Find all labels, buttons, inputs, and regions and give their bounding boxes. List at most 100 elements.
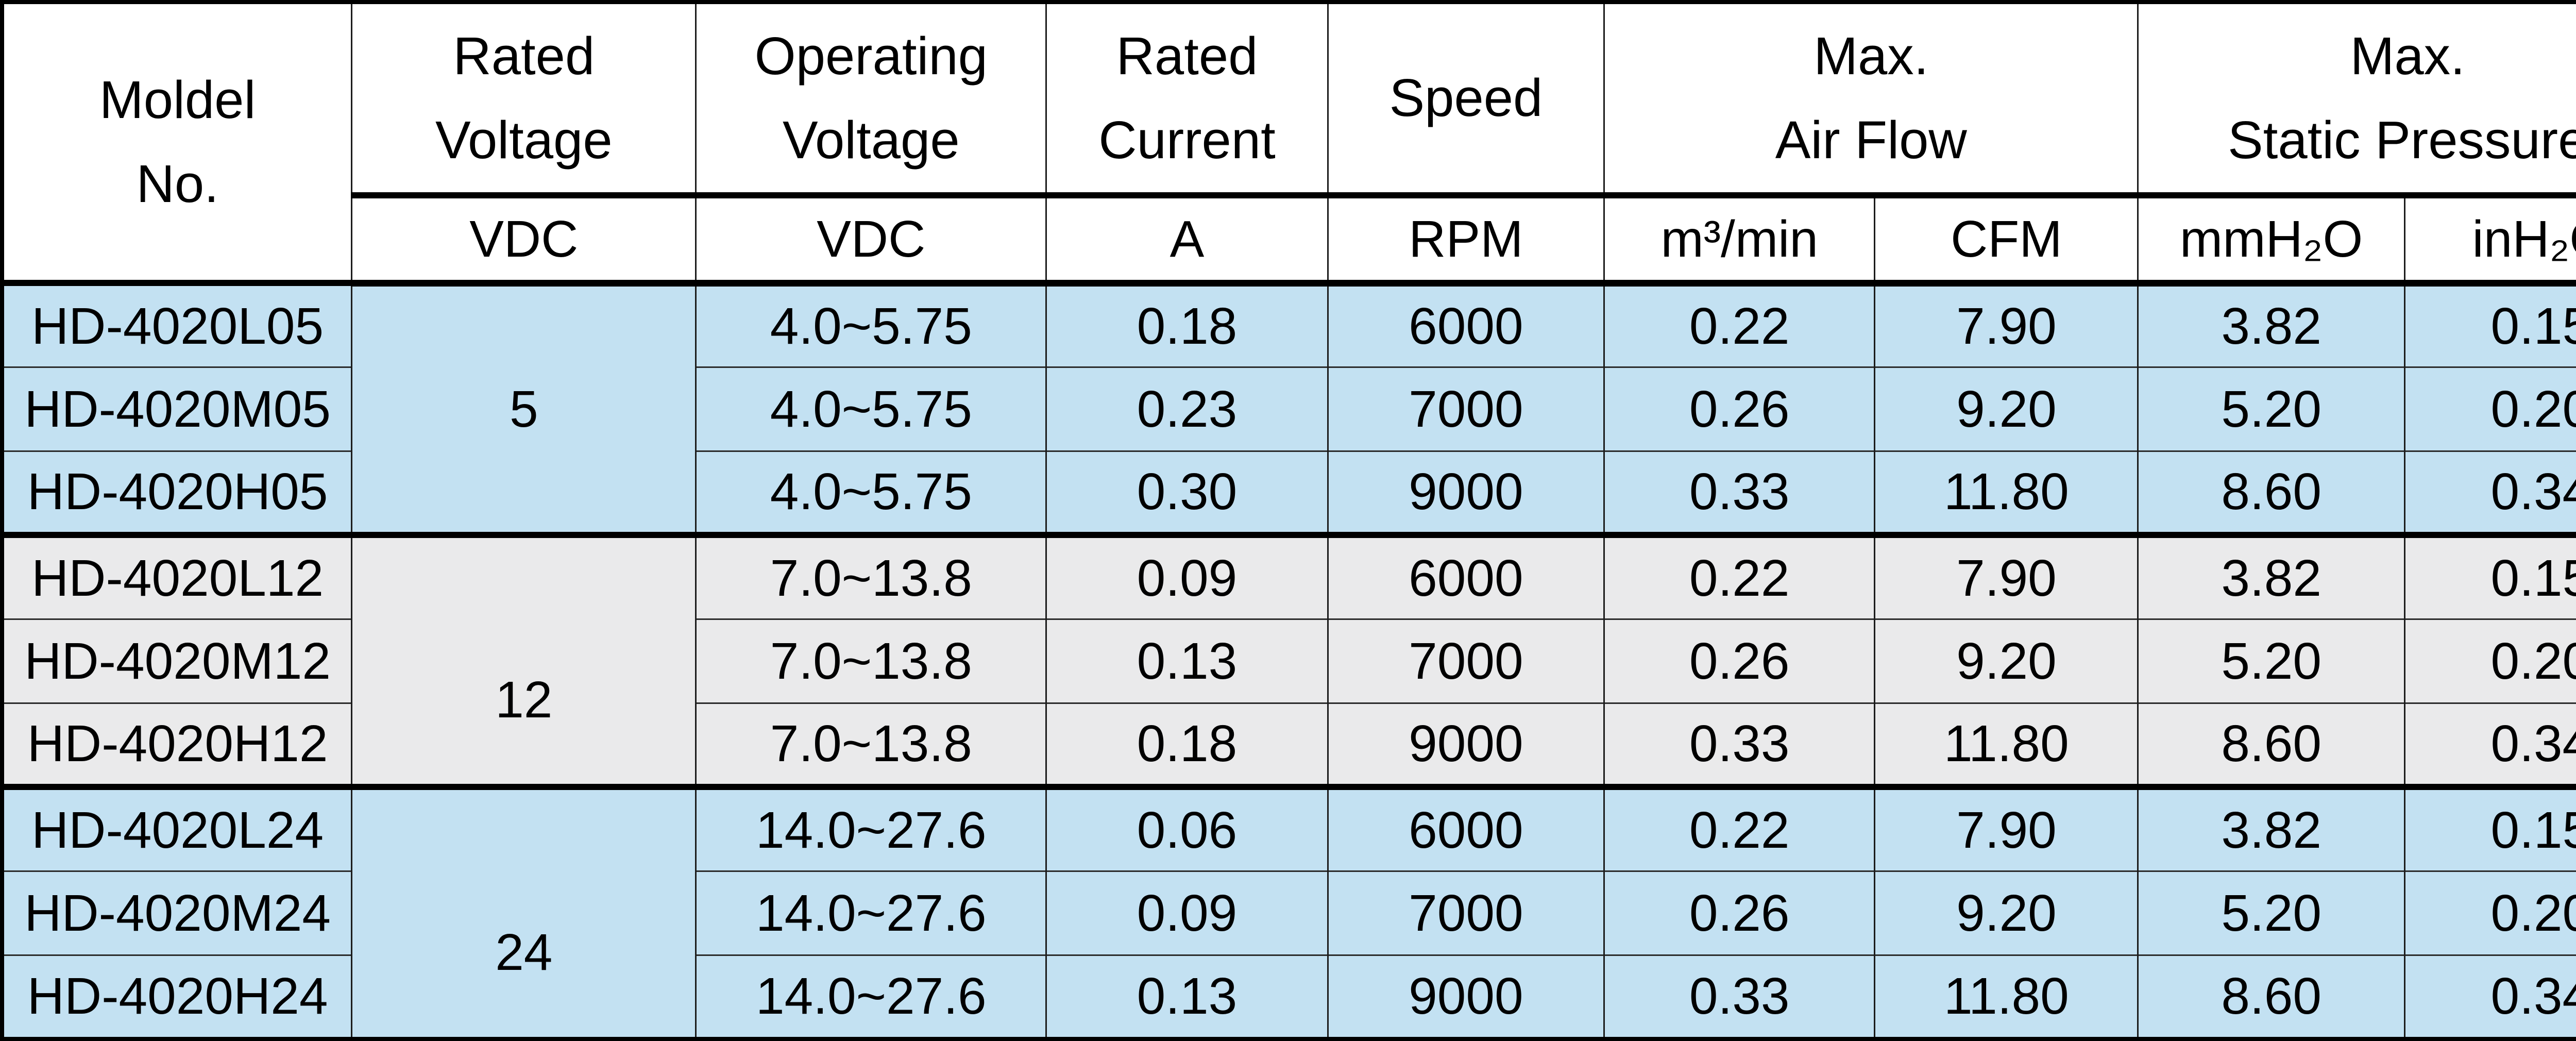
- cell-pressure-inh2o: 0.20: [2403, 366, 2576, 451]
- cell-pressure-mmh2o: 5.20: [2137, 870, 2405, 955]
- unit-pressure-inh2o: inH₂O: [2403, 195, 2576, 287]
- unit-airflow-cfm: CFM: [1874, 195, 2139, 287]
- cell-pressure-inh2o: 0.20: [2403, 618, 2576, 703]
- cell-model: HD-4020L24: [1, 784, 353, 871]
- cell-pressure-mmh2o: 8.60: [2137, 450, 2405, 535]
- cell-airflow-m3min: 0.33: [1603, 954, 1876, 1039]
- cell-operating-voltage: 4.0~5.75: [695, 450, 1047, 535]
- cell-pressure-mmh2o: 8.60: [2137, 702, 2405, 787]
- cell-airflow-m3min: 0.33: [1603, 450, 1876, 535]
- table-row: HD-4020L05 5 4.0~5.75 0.18 6000 0.22 7.9…: [1, 283, 2576, 535]
- table-row: HD-4020H24 14.0~27.6 0.13 9000 0.33 11.8…: [1, 954, 2576, 1039]
- cell-operating-voltage: 7.0~13.8: [695, 532, 1047, 619]
- cell-pressure-mmh2o: 8.60: [2137, 954, 2405, 1039]
- cell-model: HD-4020H12: [1, 702, 353, 787]
- cell-model: HD-4020L12: [1, 532, 353, 619]
- cell-rated-current: 0.13: [1045, 618, 1329, 703]
- cell-operating-voltage: 7.0~13.8: [695, 702, 1047, 787]
- header-operating-voltage: Operating Voltage: [695, 2, 1047, 198]
- cell-pressure-mmh2o: 3.82: [2137, 283, 2405, 367]
- cell-airflow-cfm: 11.80: [1874, 954, 2139, 1039]
- cell-model: HD-4020M05: [1, 366, 353, 451]
- cell-operating-voltage: 4.0~5.75: [695, 366, 1047, 451]
- header-rated-voltage: Rated Voltage: [351, 2, 697, 198]
- cell-speed: 6000: [1327, 532, 1605, 619]
- cell-speed: 6000: [1327, 784, 1605, 871]
- cell-speed: 6000: [1327, 283, 1605, 367]
- table-body: HD-4020L05 5 4.0~5.75 0.18 6000 0.22 7.9…: [1, 283, 2576, 1039]
- cell-speed: 9000: [1327, 954, 1605, 1039]
- table-row: HD-4020H12 7.0~13.8 0.18 9000 0.33 11.80…: [1, 702, 2576, 787]
- cell-speed: 7000: [1327, 618, 1605, 703]
- cell-pressure-mmh2o: 5.20: [2137, 366, 2405, 451]
- header-rated-current: Rated Current: [1045, 2, 1329, 198]
- unit-airflow-m3min: m³/min: [1603, 195, 1876, 287]
- cell-airflow-cfm: 9.20: [1874, 618, 2139, 703]
- cell-airflow-m3min: 0.26: [1603, 618, 1876, 703]
- unit-rated-current-a: A: [1045, 195, 1329, 287]
- cell-operating-voltage: 14.0~27.6: [695, 954, 1047, 1039]
- header-max-static-pressure: Max. Static Pressure: [2137, 2, 2576, 198]
- cell-pressure-inh2o: 0.15: [2403, 784, 2576, 871]
- cell-airflow-cfm: 9.20: [1874, 870, 2139, 955]
- cell-airflow-cfm: 7.90: [1874, 532, 2139, 619]
- header-speed: Speed: [1327, 2, 1605, 198]
- cell-airflow-cfm: 11.80: [1874, 450, 2139, 535]
- table-row: HD-4020L24 24 14.0~27.6 0.06 6000 0.22 7…: [1, 784, 2576, 1039]
- cell-rated-current: 0.09: [1045, 532, 1329, 619]
- cell-rated-current: 0.18: [1045, 702, 1329, 787]
- cell-pressure-mmh2o: 5.20: [2137, 618, 2405, 703]
- header-max-air-flow: Max. Air Flow: [1603, 2, 2139, 198]
- cell-airflow-cfm: 7.90: [1874, 784, 2139, 871]
- cell-airflow-m3min: 0.22: [1603, 283, 1876, 367]
- unit-operating-voltage-vdc: VDC: [695, 195, 1047, 287]
- cell-rated-current: 0.30: [1045, 450, 1329, 535]
- cell-pressure-inh2o: 0.15: [2403, 532, 2576, 619]
- cell-operating-voltage: 4.0~5.75: [695, 283, 1047, 367]
- unit-pressure-mmh2o: mmH₂O: [2137, 195, 2405, 287]
- cell-pressure-inh2o: 0.34: [2403, 450, 2576, 535]
- cell-airflow-cfm: 7.90: [1874, 283, 2139, 367]
- cell-rated-voltage: 12: [351, 532, 697, 787]
- cell-model: HD-4020L05: [1, 283, 353, 367]
- cell-rated-current: 0.18: [1045, 283, 1329, 367]
- cell-speed: 9000: [1327, 702, 1605, 787]
- header-row-labels: Moldel No. Rated Voltage Operating Volta…: [1, 2, 2576, 286]
- cell-rated-current: 0.09: [1045, 870, 1329, 955]
- cell-pressure-inh2o: 0.15: [2403, 283, 2576, 367]
- cell-model: HD-4020H05: [1, 450, 353, 535]
- table-row: HD-4020L12 12 7.0~13.8 0.09 6000 0.22 7.…: [1, 532, 2576, 787]
- cell-rated-current: 0.13: [1045, 954, 1329, 1039]
- cell-airflow-cfm: 11.80: [1874, 702, 2139, 787]
- cell-model: HD-4020H24: [1, 954, 353, 1039]
- cell-airflow-cfm: 9.20: [1874, 366, 2139, 451]
- table-row: HD-4020H05 4.0~5.75 0.30 9000 0.33 11.80…: [1, 450, 2576, 535]
- cell-pressure-inh2o: 0.34: [2403, 702, 2576, 787]
- table-row: HD-4020M05 4.0~5.75 0.23 7000 0.26 9.20 …: [1, 366, 2576, 451]
- cell-speed: 7000: [1327, 870, 1605, 955]
- cell-speed: 7000: [1327, 366, 1605, 451]
- cell-pressure-mmh2o: 3.82: [2137, 784, 2405, 871]
- cell-rated-voltage: 5: [351, 283, 697, 535]
- cell-operating-voltage: 14.0~27.6: [695, 870, 1047, 955]
- cell-airflow-m3min: 0.22: [1603, 784, 1876, 871]
- cell-model: HD-4020M12: [1, 618, 353, 703]
- header-row-units: VDC VDC A RPM m³/min CFM mmH₂O inH₂O dB: [2, 195, 2576, 287]
- cell-operating-voltage: 7.0~13.8: [695, 618, 1047, 703]
- cell-speed: 9000: [1327, 450, 1605, 535]
- cell-airflow-m3min: 0.22: [1603, 532, 1876, 619]
- cell-pressure-inh2o: 0.20: [2403, 870, 2576, 955]
- cell-airflow-m3min: 0.26: [1603, 870, 1876, 955]
- cell-pressure-inh2o: 0.34: [2403, 954, 2576, 1039]
- cell-rated-voltage: 24: [351, 784, 697, 1039]
- header-model-no: Moldel No.: [1, 2, 353, 286]
- cell-model: HD-4020M24: [1, 870, 353, 955]
- table-header: Moldel No. Rated Voltage Operating Volta…: [1, 2, 2576, 287]
- cell-rated-current: 0.06: [1045, 784, 1329, 871]
- unit-rated-voltage-vdc: VDC: [351, 195, 697, 287]
- cell-rated-current: 0.23: [1045, 366, 1329, 451]
- cell-airflow-m3min: 0.26: [1603, 366, 1876, 451]
- cell-airflow-m3min: 0.33: [1603, 702, 1876, 787]
- cell-pressure-mmh2o: 3.82: [2137, 532, 2405, 619]
